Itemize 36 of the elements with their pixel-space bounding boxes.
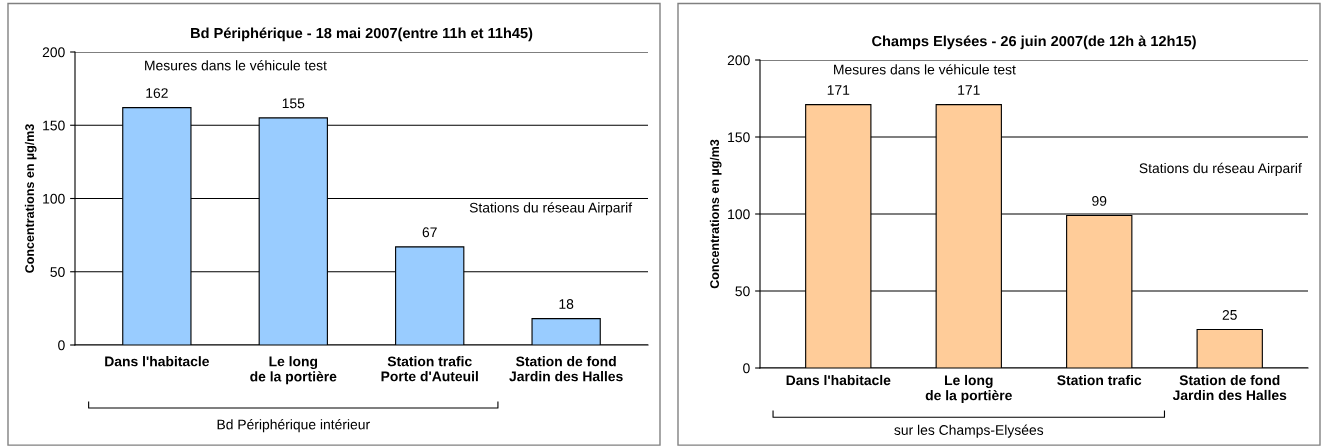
y-tick-label: 0 [58, 340, 65, 351]
data-label: 171 [827, 85, 850, 95]
annotation: Stations du réseau Airparif [1139, 162, 1302, 176]
x-tick-label: Le long de la portière [250, 356, 337, 385]
data-label: 67 [422, 227, 437, 238]
y-tick-label: 150 [43, 120, 65, 131]
data-label: 18 [559, 299, 574, 309]
x-tick-label: Dans l'habitacle [786, 374, 891, 386]
y-tick-label: 200 [727, 55, 750, 66]
data-label: 162 [146, 88, 168, 98]
y-tick-label: 200 [42, 47, 65, 58]
data-label: 155 [282, 98, 305, 109]
y-axis-title: Concentrations en µg/m3 [24, 124, 37, 273]
annotation: Mesures dans le véhicule test [834, 64, 1016, 75]
chart-title: Bd Périphérique - 18 mai 2007(entre 11h et 11h45) [191, 27, 533, 42]
y-tick-label: 50 [735, 286, 750, 297]
y-tick-label: 0 [743, 363, 750, 374]
x-tick-label: Dans l'habitacle [105, 356, 209, 367]
annotation: Stations du réseau Airparif [469, 202, 633, 216]
annotation: Mesures dans le véhicule test [145, 60, 327, 71]
x-tick-label: Station trafic [1057, 374, 1142, 386]
data-label: 99 [1092, 196, 1107, 206]
text: Bd Périphérique intérieur [217, 419, 370, 433]
x-tick-label: Station de fond Jardin des Halles [509, 356, 623, 382]
y-tick-label: 150 [728, 132, 750, 143]
text: sur les Champs-Elysées [894, 424, 1044, 438]
x-tick-label: Station de fond Jardin des Halles [1172, 374, 1287, 401]
x-tick-label: Station trafic Porte d'Auteuil [381, 356, 478, 382]
y-axis-title: Concentrations en µg/m3 [709, 139, 722, 289]
x-tick-label: Le long de la portière [925, 374, 1012, 404]
data-label: 171 [958, 85, 980, 95]
y-tick-label: 100 [728, 209, 750, 220]
data-label: 25 [1222, 309, 1237, 320]
y-tick-label: 100 [43, 193, 65, 204]
chart-title: Champs Elysées - 26 juin 2007(de 12h à 12h15) [872, 35, 1196, 50]
y-tick-label: 50 [50, 267, 65, 277]
